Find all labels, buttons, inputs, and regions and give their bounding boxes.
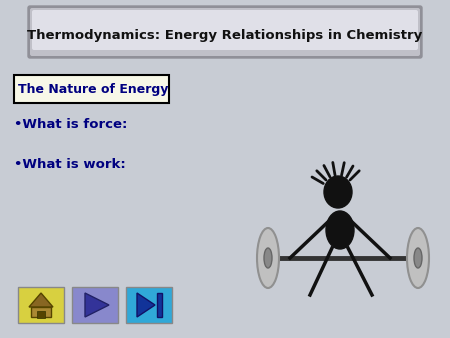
Ellipse shape <box>407 228 429 288</box>
Bar <box>157 293 162 317</box>
Bar <box>18 287 64 323</box>
Polygon shape <box>137 293 155 317</box>
Ellipse shape <box>257 228 279 288</box>
Text: The Nature of Energy: The Nature of Energy <box>18 83 168 97</box>
Text: •What is work:: •What is work: <box>14 159 126 171</box>
Bar <box>37 311 45 318</box>
Bar <box>14 75 169 103</box>
Polygon shape <box>29 293 53 307</box>
Ellipse shape <box>264 248 272 268</box>
FancyBboxPatch shape <box>28 6 422 58</box>
FancyBboxPatch shape <box>32 10 418 50</box>
Ellipse shape <box>324 176 352 208</box>
Bar <box>31 307 51 317</box>
Ellipse shape <box>326 211 354 249</box>
FancyBboxPatch shape <box>30 8 420 56</box>
Polygon shape <box>85 293 109 317</box>
Text: •What is force:: •What is force: <box>14 119 127 131</box>
Ellipse shape <box>414 248 422 268</box>
Bar <box>72 287 118 323</box>
Text: Thermodynamics: Energy Relationships in Chemistry: Thermodynamics: Energy Relationships in … <box>27 28 423 42</box>
Bar <box>126 287 172 323</box>
